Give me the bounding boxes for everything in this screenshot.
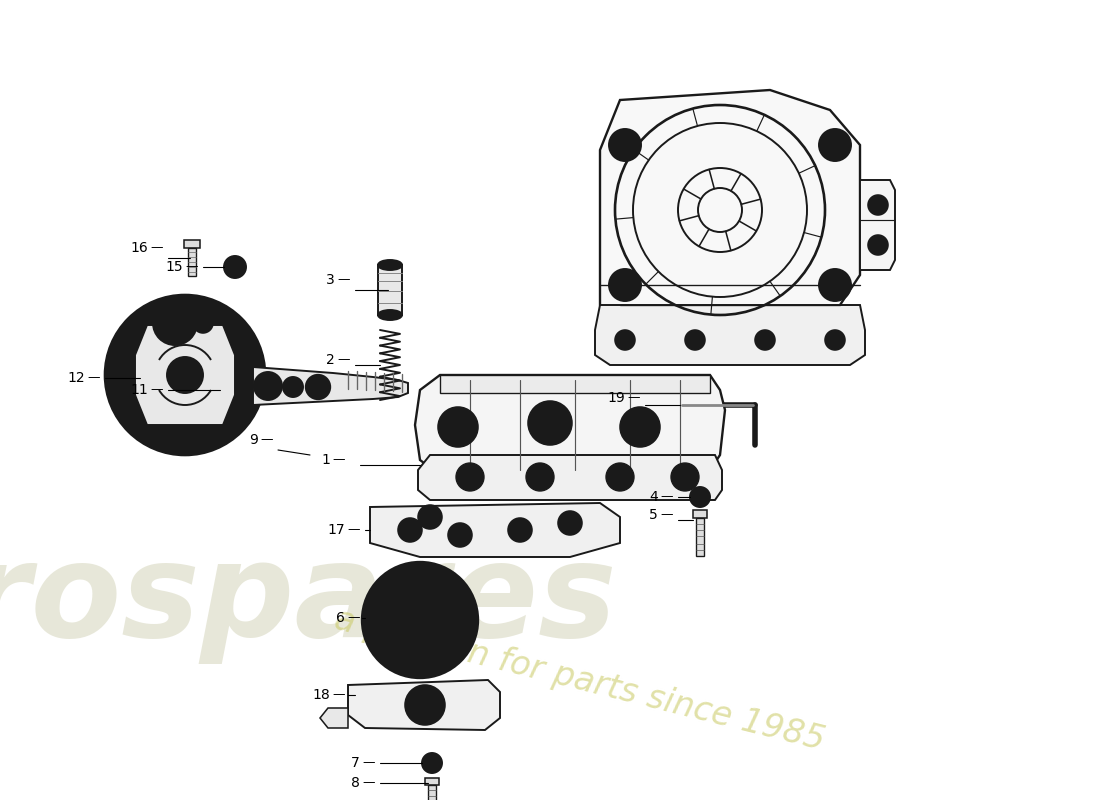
Polygon shape bbox=[595, 305, 865, 365]
Text: —: — bbox=[660, 509, 672, 522]
Text: 1: 1 bbox=[321, 453, 330, 467]
Text: 17: 17 bbox=[328, 523, 345, 537]
Circle shape bbox=[620, 407, 660, 447]
Text: eurospares: eurospares bbox=[0, 537, 617, 663]
Text: 19: 19 bbox=[607, 391, 625, 405]
Text: 16: 16 bbox=[130, 241, 148, 255]
Polygon shape bbox=[440, 375, 710, 393]
Polygon shape bbox=[135, 325, 235, 425]
Circle shape bbox=[868, 195, 888, 215]
Text: 6: 6 bbox=[337, 611, 345, 625]
Bar bbox=[425, 778, 439, 785]
Text: 12: 12 bbox=[67, 371, 85, 385]
Circle shape bbox=[690, 487, 710, 507]
Circle shape bbox=[438, 407, 478, 447]
Circle shape bbox=[408, 608, 432, 632]
Circle shape bbox=[671, 463, 698, 491]
Circle shape bbox=[820, 269, 851, 301]
Circle shape bbox=[609, 129, 641, 161]
Polygon shape bbox=[418, 455, 722, 500]
Circle shape bbox=[306, 375, 330, 399]
Text: —: — bbox=[87, 371, 99, 385]
Circle shape bbox=[224, 256, 246, 278]
Text: —: — bbox=[332, 689, 344, 702]
Text: —: — bbox=[362, 777, 374, 790]
Polygon shape bbox=[600, 90, 860, 330]
Text: 15: 15 bbox=[165, 260, 183, 274]
Circle shape bbox=[825, 330, 845, 350]
Polygon shape bbox=[253, 367, 408, 405]
Circle shape bbox=[254, 372, 282, 400]
Circle shape bbox=[283, 377, 302, 397]
Circle shape bbox=[685, 330, 705, 350]
Bar bbox=[378, 265, 402, 315]
Text: —: — bbox=[337, 274, 350, 286]
Circle shape bbox=[615, 330, 635, 350]
Circle shape bbox=[167, 357, 204, 393]
Text: —: — bbox=[362, 757, 374, 770]
Text: —: — bbox=[332, 454, 344, 466]
Bar bbox=[428, 785, 436, 800]
Bar bbox=[184, 240, 200, 248]
Text: 2: 2 bbox=[327, 353, 336, 367]
Bar bbox=[693, 510, 707, 518]
Circle shape bbox=[117, 307, 253, 443]
Polygon shape bbox=[860, 180, 895, 270]
Text: —: — bbox=[346, 523, 360, 537]
Text: —: — bbox=[346, 611, 360, 625]
Circle shape bbox=[558, 511, 582, 535]
Circle shape bbox=[526, 463, 554, 491]
Bar bbox=[696, 518, 704, 556]
Text: —: — bbox=[260, 434, 273, 446]
Circle shape bbox=[192, 313, 213, 333]
Circle shape bbox=[370, 570, 470, 670]
Text: —: — bbox=[185, 261, 198, 274]
Text: 18: 18 bbox=[312, 688, 330, 702]
Text: —: — bbox=[337, 354, 350, 366]
Circle shape bbox=[528, 401, 572, 445]
Circle shape bbox=[755, 330, 775, 350]
Circle shape bbox=[104, 295, 265, 455]
Text: —: — bbox=[150, 242, 163, 254]
Circle shape bbox=[422, 753, 442, 773]
Text: 8: 8 bbox=[351, 776, 360, 790]
Circle shape bbox=[606, 463, 634, 491]
Text: —: — bbox=[627, 391, 639, 405]
Circle shape bbox=[418, 505, 442, 529]
Circle shape bbox=[153, 301, 197, 345]
Text: 11: 11 bbox=[130, 383, 148, 397]
Text: —: — bbox=[150, 383, 163, 397]
Circle shape bbox=[398, 518, 422, 542]
Circle shape bbox=[448, 523, 472, 547]
Ellipse shape bbox=[378, 310, 402, 320]
Text: 7: 7 bbox=[351, 756, 360, 770]
Circle shape bbox=[508, 518, 532, 542]
Bar bbox=[188, 248, 196, 276]
Text: 3: 3 bbox=[327, 273, 336, 287]
Circle shape bbox=[405, 685, 446, 725]
Circle shape bbox=[456, 463, 484, 491]
Text: 5: 5 bbox=[649, 508, 658, 522]
Ellipse shape bbox=[378, 260, 402, 270]
Polygon shape bbox=[348, 680, 500, 730]
Polygon shape bbox=[415, 375, 725, 475]
Circle shape bbox=[820, 129, 851, 161]
Circle shape bbox=[609, 269, 641, 301]
Text: —: — bbox=[660, 490, 672, 503]
Text: a passion for parts since 1985: a passion for parts since 1985 bbox=[331, 603, 828, 757]
Text: 9: 9 bbox=[249, 433, 258, 447]
Text: 4: 4 bbox=[649, 490, 658, 504]
Circle shape bbox=[362, 562, 478, 678]
Circle shape bbox=[868, 235, 888, 255]
Circle shape bbox=[427, 758, 437, 768]
Polygon shape bbox=[370, 503, 620, 557]
Polygon shape bbox=[320, 708, 348, 728]
